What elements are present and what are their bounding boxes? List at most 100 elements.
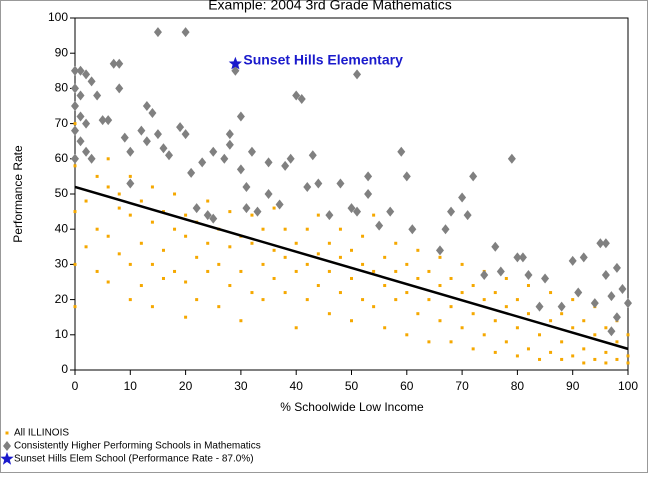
diamond-point <box>82 146 91 157</box>
diamond-point <box>541 273 550 284</box>
diamond-point <box>314 178 323 189</box>
diamond-point <box>120 132 129 143</box>
point <box>493 350 497 354</box>
x-tick-label: 60 <box>400 379 414 393</box>
diamond-point <box>601 238 610 249</box>
diamond-point <box>308 150 317 161</box>
x-tick-label: 80 <box>511 379 525 393</box>
point <box>261 262 265 266</box>
diamond-point <box>286 153 295 164</box>
point <box>95 269 99 273</box>
diamond-point <box>187 167 196 178</box>
point <box>217 262 221 266</box>
point <box>350 276 353 280</box>
point <box>438 319 442 323</box>
point <box>272 206 276 210</box>
point <box>150 262 154 266</box>
point <box>571 298 575 302</box>
point <box>239 269 243 273</box>
diamond-point <box>386 206 395 217</box>
point <box>361 262 365 266</box>
point <box>538 357 542 361</box>
point <box>405 262 409 266</box>
star-point <box>228 56 242 70</box>
diamond-point <box>579 252 588 263</box>
point <box>460 262 464 266</box>
point <box>195 255 199 259</box>
diamond-point <box>247 146 256 157</box>
y-tick-label: 20 <box>55 292 69 306</box>
diamond-point <box>82 118 91 129</box>
diamond-point <box>142 101 151 111</box>
y-tick-label: 80 <box>55 81 69 95</box>
diamond-point <box>364 171 373 182</box>
point <box>250 213 254 217</box>
point <box>250 291 254 295</box>
diamond-point <box>435 245 444 256</box>
diamond-point <box>71 83 79 94</box>
point <box>560 340 564 344</box>
point <box>128 174 132 178</box>
diamond-point <box>71 153 79 164</box>
point <box>549 291 553 295</box>
point <box>73 262 77 266</box>
diamond-point <box>198 157 207 168</box>
diamond-point <box>87 76 96 87</box>
y-tick-label: 60 <box>55 151 69 165</box>
diamond-point <box>364 189 373 199</box>
point <box>582 361 586 365</box>
y-tick-label: 0 <box>61 362 68 376</box>
point <box>526 312 530 316</box>
point <box>128 213 132 217</box>
diamond-point <box>225 129 234 140</box>
diamond-point <box>236 164 245 175</box>
diamond-point <box>612 312 621 323</box>
diamond-point <box>518 252 527 263</box>
diamond-point <box>109 58 118 69</box>
point <box>493 319 497 323</box>
point <box>73 164 77 168</box>
diamond-point <box>126 146 135 157</box>
point <box>283 227 287 231</box>
point <box>449 340 453 344</box>
plot-area <box>74 17 629 371</box>
diamond-point <box>115 83 124 94</box>
diamond-point <box>82 69 91 80</box>
point <box>139 199 143 203</box>
point <box>394 269 398 273</box>
diamond-point <box>375 220 384 231</box>
diamond-point <box>336 178 345 189</box>
point <box>438 284 442 288</box>
point <box>84 199 88 203</box>
x-tick-label: 10 <box>124 379 138 393</box>
point <box>515 354 519 358</box>
point <box>515 326 519 330</box>
diamond-point <box>87 153 96 164</box>
point <box>294 241 298 245</box>
diamond-point <box>507 153 516 164</box>
diamond-point <box>242 181 251 192</box>
point <box>515 298 519 302</box>
point <box>139 284 143 288</box>
diamond-point <box>264 189 273 199</box>
point <box>416 248 420 252</box>
point <box>261 298 265 302</box>
diamond-point <box>535 301 544 312</box>
diamond-point <box>142 136 151 147</box>
diamond-point <box>242 203 251 214</box>
point <box>73 305 77 309</box>
diamond-point <box>159 143 168 154</box>
point <box>582 347 586 351</box>
point <box>604 326 608 330</box>
y-tick-label: 10 <box>55 327 69 341</box>
diamond-point <box>209 146 218 157</box>
point <box>184 315 188 319</box>
point <box>338 255 342 259</box>
point <box>206 269 210 273</box>
point <box>405 333 409 337</box>
point <box>350 319 353 323</box>
point <box>615 340 619 344</box>
diamond-point <box>181 27 190 38</box>
point <box>394 298 398 302</box>
